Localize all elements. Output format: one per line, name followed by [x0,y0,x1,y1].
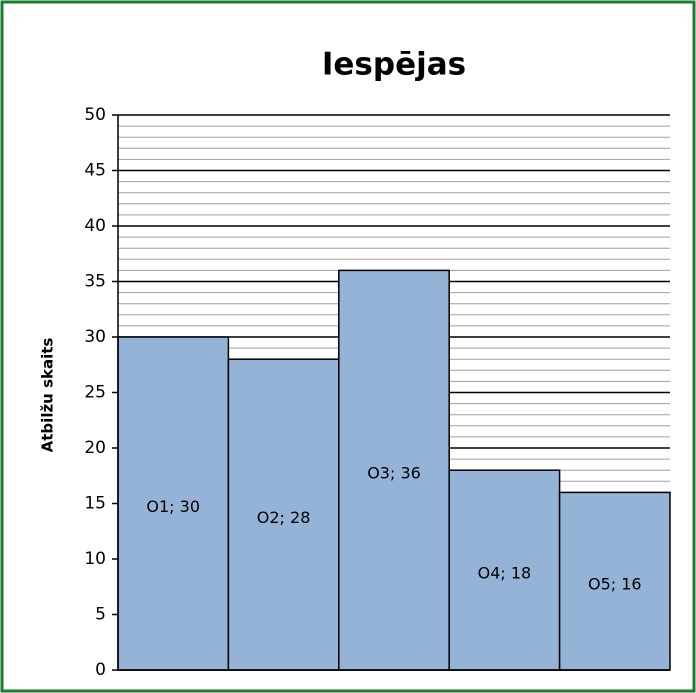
bar [117,336,230,671]
data-label: O4; 18 [478,564,532,583]
y-tick-label: 25 [84,383,106,403]
bar [558,491,671,671]
data-label: O2; 28 [257,508,311,527]
data-label: O3; 36 [367,464,421,483]
y-tick-label: 50 [84,105,106,125]
y-tick-label: 0 [95,660,106,680]
y-tick-label: 5 [95,605,106,625]
y-tick-label: 45 [84,161,106,181]
chart-title: Iespējas [322,47,466,83]
data-label: O1; 30 [146,497,200,516]
y-tick-label: 35 [84,272,106,292]
bar [227,358,340,671]
y-tick-label: 40 [84,216,106,236]
y-tick-label: 10 [84,549,106,569]
bar [338,269,450,671]
data-label: O5; 16 [588,575,642,594]
y-tick-label: 30 [84,327,106,347]
y-tick-label: 20 [84,438,106,458]
y-axis-label: Atbilžu skaits [39,338,57,453]
y-tick-label: 15 [84,494,106,514]
